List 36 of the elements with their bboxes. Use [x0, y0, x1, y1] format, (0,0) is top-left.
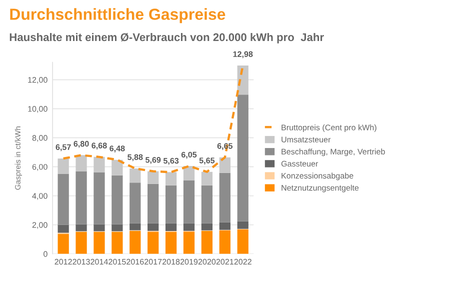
x-tick-label: 2019	[180, 258, 198, 265]
data-label: 6,57	[56, 144, 71, 152]
data-label: 12,98	[233, 51, 253, 58]
x-tick-label: 2017	[144, 258, 162, 265]
data-label: 6,05	[181, 152, 197, 159]
x-tick-label: 2012	[54, 258, 72, 265]
chart-subtitle: Haushalte mit einem Ø-Verbrauch von 20.000 kWh pro Jahr	[10, 32, 324, 44]
y-tick-label: 0	[44, 251, 48, 257]
legend-label: Konzessionsabgabe	[282, 172, 354, 180]
x-tick-label: 2021	[216, 258, 234, 265]
data-label: 5,63	[163, 158, 179, 165]
data-label: 5,88	[128, 154, 143, 162]
x-tick-label: 2022	[234, 258, 252, 265]
legend-label: Umsatzsteuer	[282, 136, 331, 142]
y-tick-label: 4,00	[32, 193, 48, 200]
data-label: 6,80	[74, 140, 89, 148]
data-label: 6,68	[92, 142, 107, 150]
data-label: 5,69	[146, 157, 161, 164]
x-tick-label: 2014	[90, 258, 108, 265]
legend-label: Bruttopreis (Cent pro kWh)	[282, 124, 376, 132]
data-label: 6,48	[110, 146, 125, 152]
legend-label: Gassteuer	[281, 160, 318, 167]
y-tick-label: 8,00	[32, 135, 48, 142]
x-tick-label: 2015	[108, 258, 126, 265]
x-tick-label: 2016	[126, 258, 144, 265]
y-tick-label: 2,00	[32, 222, 48, 229]
chart-title: Durchschnittliche Gaspreise	[10, 8, 226, 24]
x-tick-label: 2018	[162, 258, 180, 265]
legend-label: Beschaffung, Marge, Vertrieb	[282, 148, 385, 156]
legend-label: Netznutzungsentgelte	[282, 184, 359, 192]
x-tick-label: 2020	[198, 258, 216, 265]
data-label: 5,65	[199, 158, 215, 164]
y-tick-label: 6,00	[32, 164, 48, 171]
x-tick-label: 2013	[72, 258, 90, 265]
y-tick-label: 10,00	[28, 106, 48, 113]
y-tick-label: 12,00	[28, 77, 48, 84]
